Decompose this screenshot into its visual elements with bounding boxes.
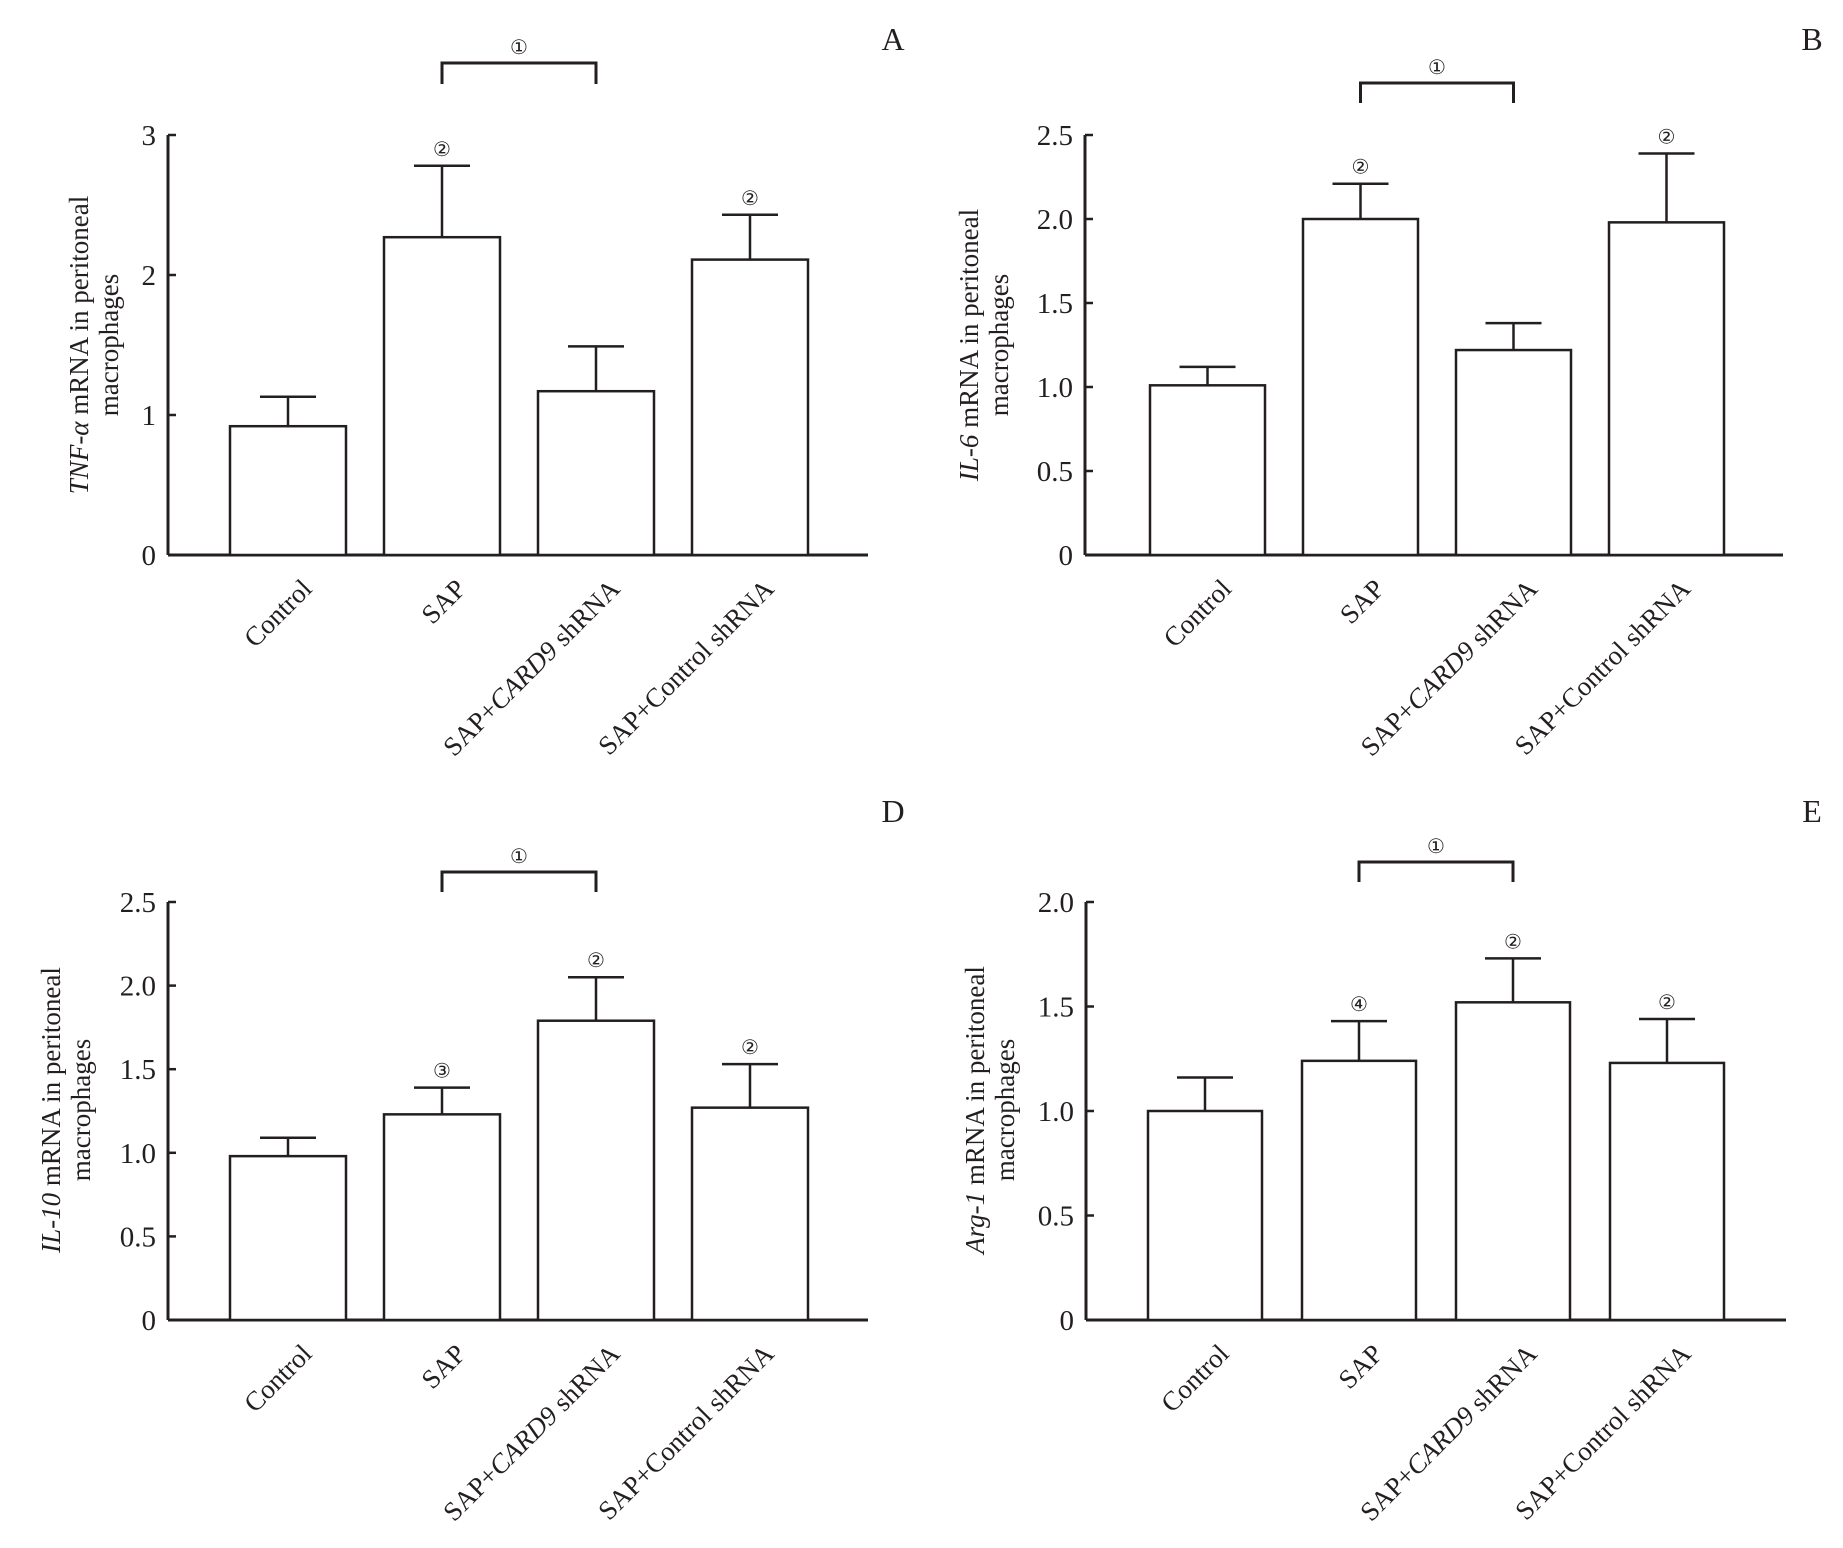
bar [382,1113,502,1322]
bar [1148,384,1267,557]
significance-marker: ② [433,139,451,161]
y-tick-label: 0.5 [1038,1201,1074,1233]
comparison-bracket [440,61,598,84]
y-tick-label: 1.5 [1038,992,1074,1024]
category-label: SAP+Control shRNA [1509,573,1697,761]
bar [536,389,656,557]
comparison-bracket [440,870,598,892]
significance-marker: ④ [1350,994,1368,1016]
y-tick-label: 1 [142,400,157,432]
y-tick-label: 0 [142,540,157,572]
panel-label: B [1801,21,1822,57]
y-tick-label: 0.5 [1037,456,1073,488]
y-tick-label: 1.5 [1037,288,1073,320]
significance-marker: ② [1504,931,1522,953]
significance-marker: ③ [433,1061,451,1083]
gene-name: Arg-1 [960,1192,990,1256]
bar [1454,348,1573,557]
bar [1300,1059,1418,1322]
significance-marker: ② [1352,157,1370,179]
y-tick-label: 1.0 [1038,1096,1074,1128]
y-tick-label: 0 [1060,1305,1075,1337]
significance-marker: ② [1658,126,1676,148]
category-label: SAP+Control shRNA [592,1338,780,1526]
comparison-bracket [1359,81,1515,103]
y-tick-label: 2.0 [1037,204,1073,236]
gene-name: IL-6 [954,434,984,482]
category-label: SAP [1334,573,1390,629]
category-label: Control [1158,573,1238,653]
comparison-bracket [1357,860,1515,882]
y-axis-label: Arg-1 mRNA in peritonealmacrophages [960,966,1020,1256]
y-tick-label: 2.0 [120,971,156,1003]
bar [690,1106,810,1322]
gene-name: TNF-α [64,421,94,495]
y-tick-label: 0.5 [120,1221,156,1253]
panel-label: A [881,21,904,57]
bracket-marker: ① [510,37,528,59]
bar [536,1019,656,1322]
y-tick-label: 2.0 [1038,887,1074,919]
bar [1607,221,1726,557]
panel-a-tnf-alpha: A TNF-α mRNA in peritonealmacrophages 0 1 2 3… [64,21,905,762]
y-axis-label: IL-6 mRNA in peritonealmacrophages [954,209,1014,482]
bracket-marker: ① [1427,836,1445,858]
category-label: SAP [415,573,471,629]
y-tick-label: 0 [1059,540,1074,572]
panel-label: D [881,793,904,829]
category-label: Control [238,1338,318,1418]
y-tick-label: 2.5 [120,887,156,919]
significance-marker: ② [1658,992,1676,1014]
panel-label: E [1802,793,1822,829]
y-tick-label: 2 [142,260,157,292]
category-label: SAP+Control shRNA [1509,1338,1697,1526]
significance-marker: ② [741,188,759,210]
bar [1146,1109,1264,1322]
y-tick-label: 3 [142,120,157,152]
panel-b-il-6: B IL-6 mRNA in peritonealmacrophages 0 0.5 1… [954,21,1823,762]
bar [1301,217,1420,557]
y-axis-label: IL-10 mRNA in peritonealmacrophages [36,967,96,1254]
y-axis-label: TNF-α mRNA in peritonealmacrophages [64,196,124,494]
bracket-marker: ① [1428,57,1446,79]
category-label: Control [1155,1338,1235,1418]
category-label: SAP [1332,1338,1388,1394]
panel-e-arg-1: E Arg-1 mRNA in peritonealmacrophages 0 0.5… [960,793,1822,1527]
bar [228,424,348,557]
significance-marker: ② [587,950,605,972]
bar [382,235,502,557]
bracket-marker: ① [510,846,528,868]
y-tick-label: 1.0 [120,1138,156,1170]
category-label: Control [238,573,318,653]
bar [690,258,810,557]
gene-name: IL-10 [36,1192,66,1253]
y-tick-label: 1.5 [120,1054,156,1086]
category-label: SAP+Control shRNA [592,573,780,761]
bar [1608,1061,1726,1322]
bar [228,1154,348,1322]
y-tick-label: 0 [142,1305,157,1337]
bar [1454,1001,1572,1322]
panel-d-il-10: D IL-10 mRNA in peritonealmacrophages 0 0.5… [36,793,905,1527]
category-label: SAP [415,1338,471,1394]
y-tick-label: 2.5 [1037,120,1073,152]
y-tick-label: 1.0 [1037,372,1073,404]
significance-marker: ② [741,1037,759,1059]
